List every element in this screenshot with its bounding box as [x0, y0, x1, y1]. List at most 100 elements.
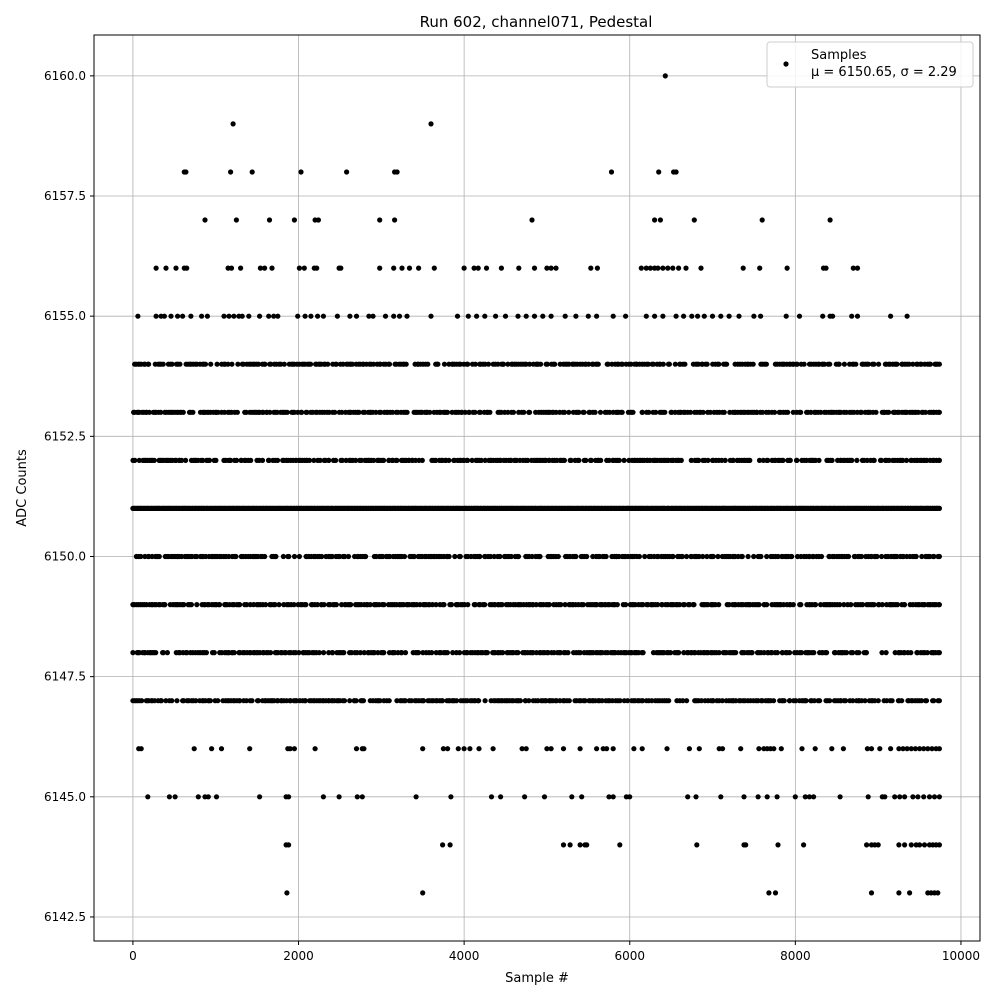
- data-point: [308, 361, 314, 367]
- data-point: [715, 553, 721, 560]
- data-point: [560, 746, 567, 752]
- data-point: [862, 698, 868, 704]
- data-point: [465, 361, 471, 367]
- data-point: [681, 313, 687, 319]
- data-point: [701, 313, 707, 319]
- data-point: [339, 409, 345, 415]
- data-point: [594, 265, 601, 271]
- data-point: [304, 409, 310, 415]
- x-tick-label: 6000: [614, 949, 645, 963]
- data-point: [287, 746, 293, 752]
- data-point: [259, 457, 266, 463]
- data-point: [798, 409, 804, 415]
- data-point: [660, 361, 666, 367]
- data-point: [266, 217, 273, 223]
- data-point: [248, 457, 254, 463]
- data-point: [249, 169, 255, 175]
- data-point: [666, 698, 672, 704]
- data-point: [544, 265, 550, 271]
- data-point: [367, 602, 373, 608]
- data-point: [415, 650, 422, 656]
- data-point: [874, 553, 880, 560]
- x-axis-label: Sample #: [505, 971, 569, 986]
- data-point: [915, 409, 921, 415]
- data-point: [428, 121, 434, 127]
- data-point: [871, 602, 877, 608]
- data-point: [598, 457, 604, 463]
- data-point: [228, 169, 234, 175]
- data-point: [389, 409, 396, 415]
- data-point: [312, 746, 318, 752]
- data-point: [610, 794, 616, 800]
- data-point: [688, 457, 694, 463]
- data-point: [696, 746, 702, 752]
- data-point: [858, 409, 865, 415]
- data-point: [682, 361, 688, 367]
- data-point: [619, 361, 626, 367]
- data-point: [820, 313, 826, 319]
- data-point: [696, 457, 702, 463]
- data-point: [168, 313, 174, 319]
- y-tick-label: 6160.0: [44, 69, 86, 83]
- data-point: [237, 602, 243, 608]
- data-point: [225, 361, 231, 367]
- data-point: [808, 409, 814, 415]
- data-point: [719, 698, 726, 704]
- data-point: [755, 794, 761, 800]
- data-point: [145, 794, 151, 800]
- data-point: [850, 650, 856, 656]
- data-point: [319, 553, 325, 560]
- data-point: [448, 794, 454, 800]
- data-point: [936, 505, 943, 511]
- data-point: [247, 746, 253, 752]
- data-point: [743, 842, 749, 848]
- data-point: [736, 313, 742, 319]
- data-point: [726, 602, 732, 608]
- data-point: [693, 794, 699, 800]
- x-axis: 0 2000 4000 6000 8000 10000: [129, 941, 980, 963]
- data-points: [130, 73, 943, 896]
- data-point: [386, 361, 393, 367]
- data-point: [631, 746, 637, 752]
- data-point: [296, 553, 302, 560]
- data-point: [164, 650, 170, 656]
- data-point: [209, 746, 215, 752]
- data-point: [249, 698, 255, 704]
- data-point: [163, 265, 169, 271]
- data-point: [584, 842, 590, 848]
- data-point: [597, 409, 604, 415]
- y-tick-label: 6142.5: [44, 910, 86, 924]
- data-point: [921, 842, 928, 848]
- data-point: [500, 650, 506, 656]
- data-point: [420, 890, 426, 896]
- data-point: [153, 313, 159, 319]
- data-point: [756, 602, 762, 608]
- data-point: [308, 313, 314, 319]
- data-point: [936, 457, 943, 463]
- legend-frame: [766, 41, 974, 88]
- data-point: [136, 457, 142, 463]
- data-point: [745, 553, 751, 560]
- data-point: [865, 794, 871, 800]
- data-point: [672, 361, 678, 367]
- data-point: [382, 313, 389, 319]
- data-point: [610, 746, 616, 752]
- data-point: [605, 361, 611, 367]
- data-point: [665, 265, 671, 271]
- data-point: [643, 313, 649, 319]
- data-point: [135, 313, 141, 319]
- data-point: [801, 361, 807, 367]
- data-point: [213, 457, 219, 463]
- data-point: [190, 409, 196, 415]
- data-point: [823, 265, 829, 271]
- data-point: [321, 650, 327, 656]
- data-point: [497, 553, 503, 560]
- data-point: [781, 698, 787, 704]
- data-point: [588, 265, 594, 271]
- data-point: [721, 409, 727, 415]
- data-point: [588, 457, 594, 463]
- data-point: [234, 409, 240, 415]
- data-point: [775, 553, 781, 560]
- data-point: [329, 553, 335, 560]
